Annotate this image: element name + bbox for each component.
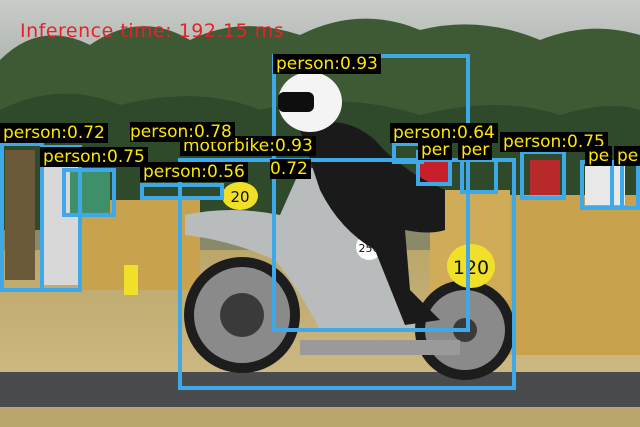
detection-label: person:0.56 xyxy=(140,162,248,182)
detection-label: per xyxy=(418,140,453,160)
number-plate-120 xyxy=(447,244,495,288)
grass-foreground xyxy=(0,407,640,427)
detection-box-person xyxy=(62,168,116,217)
detection-label: pe xyxy=(614,146,640,166)
detection-box-person xyxy=(520,150,566,200)
spectator xyxy=(5,150,35,280)
number-plate-120-text: 120 xyxy=(453,257,489,279)
hay-bale-right xyxy=(500,195,640,355)
detection-label: person:0.75 xyxy=(500,132,608,152)
detection-box-person xyxy=(610,160,640,210)
number-plate-side-text: 20 xyxy=(230,188,249,206)
spectator xyxy=(530,160,560,195)
detection-box-person xyxy=(460,158,498,194)
detection-box-motorbike xyxy=(178,158,516,390)
detection-label: pe xyxy=(585,146,613,166)
detection-label: person:0.75 xyxy=(40,147,148,167)
number-plate-side xyxy=(222,182,258,210)
exhaust xyxy=(300,340,460,355)
rear-wheel-hub xyxy=(220,293,264,337)
detection-label: per xyxy=(458,140,493,160)
rider-body xyxy=(300,122,445,325)
detection-label: person:0.72 xyxy=(0,123,108,143)
rider-visor xyxy=(278,92,314,112)
detection-label: person:0.93 xyxy=(273,54,381,74)
detection-label: 0.72 xyxy=(270,159,311,179)
inference-time-text: Inference time: 192.15 ms xyxy=(20,20,285,42)
detection-box-person xyxy=(0,142,44,292)
cone xyxy=(124,265,138,295)
detection-label: person:0.64 xyxy=(390,123,498,143)
spectator xyxy=(70,170,110,215)
spectator xyxy=(585,165,625,205)
detection-label: person:0.78 xyxy=(130,122,235,142)
detection-box-person xyxy=(140,183,224,200)
